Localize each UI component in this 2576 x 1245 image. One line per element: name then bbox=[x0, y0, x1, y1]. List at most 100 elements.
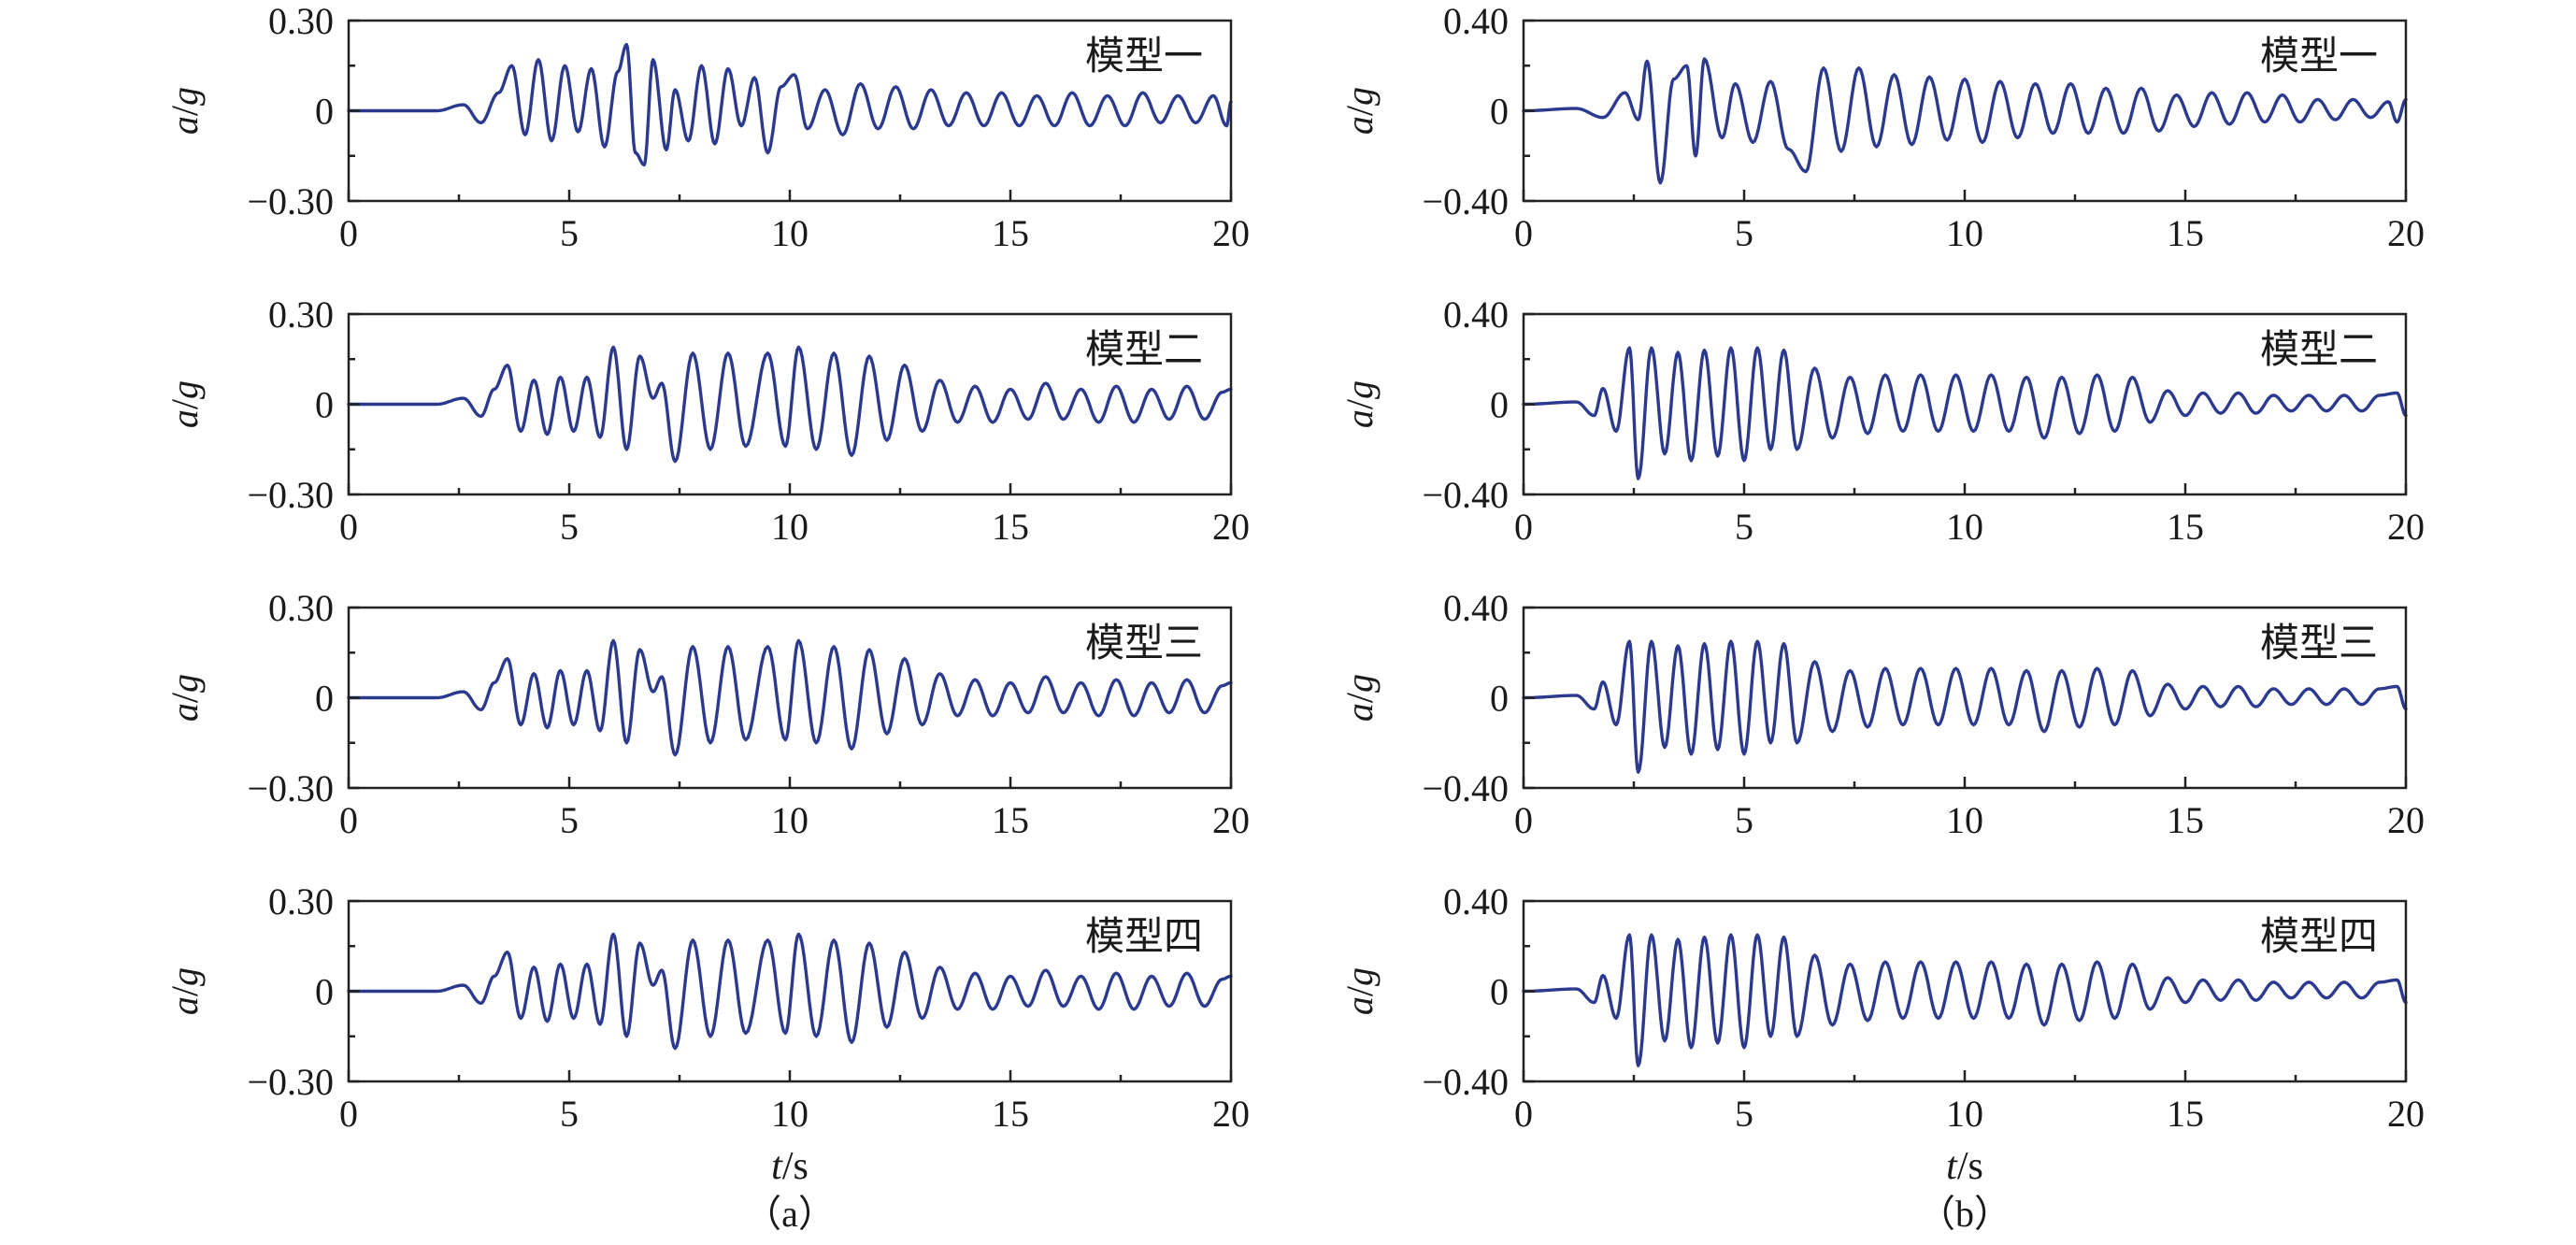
x-tick-label: 5 bbox=[560, 212, 579, 254]
x-tick-label: 0 bbox=[339, 1093, 358, 1135]
y-axis-label-a: a bbox=[164, 116, 206, 135]
x-tick-label: 0 bbox=[339, 212, 358, 254]
x-tick-label: 15 bbox=[992, 799, 1029, 841]
y-axis-label: a/g bbox=[1338, 87, 1381, 135]
model-label: 模型一 bbox=[2260, 33, 2378, 79]
panel-label-b: （b） bbox=[1918, 1193, 2011, 1235]
x-tick-label: 15 bbox=[992, 212, 1029, 254]
x-tick-label: 20 bbox=[2387, 799, 2425, 841]
acceleration-series-line bbox=[347, 932, 1233, 1051]
y-tick-label: −0.30 bbox=[247, 1061, 334, 1103]
x-tick-label: 5 bbox=[560, 1093, 579, 1135]
x-tick-label: 15 bbox=[2167, 506, 2204, 548]
x-tick-label: 15 bbox=[2167, 1093, 2204, 1135]
model-label: 模型四 bbox=[2260, 913, 2378, 959]
x-tick-label: 0 bbox=[339, 799, 358, 841]
x-tick-label: 10 bbox=[1946, 1093, 1983, 1135]
y-tick-label: 0.40 bbox=[1443, 880, 1509, 923]
y-axis-label-a: a bbox=[1338, 996, 1381, 1015]
x-tick-label: 15 bbox=[992, 1093, 1029, 1135]
y-tick-label: 0 bbox=[315, 678, 334, 720]
y-tick-label: 0.30 bbox=[268, 0, 334, 42]
x-tick-label: 20 bbox=[1212, 799, 1250, 841]
y-axis-label-a: a bbox=[1338, 703, 1381, 722]
x-tick-label: 10 bbox=[771, 506, 809, 548]
acceleration-series-line bbox=[347, 638, 1233, 757]
y-tick-label: 0 bbox=[1490, 678, 1509, 720]
y-tick-label: −0.30 bbox=[247, 767, 334, 809]
y-axis-label-slash: / bbox=[1338, 985, 1381, 996]
y-axis-label-slash: / bbox=[164, 105, 206, 116]
x-tick-label: 5 bbox=[1735, 212, 1753, 254]
x-tick-label: 10 bbox=[1946, 799, 1983, 841]
x-tick-label: 20 bbox=[2387, 506, 2425, 548]
model-label: 模型三 bbox=[1085, 620, 1203, 665]
y-tick-label: 0 bbox=[1490, 91, 1509, 133]
model-label: 模型一 bbox=[1085, 33, 1203, 79]
y-tick-label: −0.40 bbox=[1422, 474, 1509, 516]
x-tick-label: 15 bbox=[2167, 799, 2204, 841]
y-tick-label: 0.40 bbox=[1443, 293, 1509, 336]
y-axis-label-a: a bbox=[164, 409, 206, 428]
model-label: 模型二 bbox=[2260, 326, 2378, 372]
y-tick-label: 0.30 bbox=[268, 293, 334, 336]
y-tick-label: 0 bbox=[315, 971, 334, 1013]
x-tick-label: 10 bbox=[771, 212, 809, 254]
y-axis-label-slash: / bbox=[164, 985, 206, 996]
x-tick-label: 10 bbox=[1946, 212, 1983, 254]
y-axis-label-slash: / bbox=[1338, 105, 1381, 116]
x-tick-label: 5 bbox=[560, 506, 579, 548]
y-tick-label: 0.30 bbox=[268, 587, 334, 629]
y-tick-label: 0 bbox=[315, 384, 334, 426]
x-tick-label: 5 bbox=[1735, 1093, 1753, 1135]
acceleration-series-line bbox=[1522, 639, 2408, 774]
x-axis-label-t: t bbox=[1946, 1145, 1958, 1188]
panel-label-a: （a） bbox=[744, 1193, 836, 1235]
y-axis-label: a/g bbox=[1338, 674, 1381, 722]
x-tick-label: 0 bbox=[1514, 212, 1533, 254]
y-tick-label: 0 bbox=[1490, 384, 1509, 426]
y-tick-label: −0.40 bbox=[1422, 767, 1509, 809]
x-tick-label: 0 bbox=[1514, 1093, 1533, 1135]
model-label: 模型三 bbox=[2260, 620, 2378, 665]
x-tick-label: 20 bbox=[1212, 1093, 1250, 1135]
acceleration-series-line bbox=[1522, 57, 2408, 185]
y-axis-label-slash: / bbox=[164, 398, 206, 409]
y-axis-label-g: g bbox=[164, 967, 206, 986]
y-axis-label-g: g bbox=[1338, 380, 1381, 399]
y-axis-label-a: a bbox=[1338, 409, 1381, 428]
x-tick-label: 10 bbox=[1946, 506, 1983, 548]
y-tick-label: 0 bbox=[1490, 971, 1509, 1013]
y-axis-label: a/g bbox=[164, 380, 206, 428]
y-axis-label: a/g bbox=[164, 87, 206, 135]
y-tick-label: −0.40 bbox=[1422, 180, 1509, 222]
x-axis-label-unit: /s bbox=[782, 1145, 809, 1188]
x-axis-label-unit: /s bbox=[1957, 1145, 1983, 1188]
x-tick-label: 20 bbox=[1212, 212, 1250, 254]
x-tick-label: 15 bbox=[992, 506, 1029, 548]
x-tick-label: 5 bbox=[560, 799, 579, 841]
y-axis-label-a: a bbox=[1338, 116, 1381, 135]
acceleration-series-line bbox=[347, 43, 1233, 167]
y-tick-label: 0.40 bbox=[1443, 587, 1509, 629]
x-tick-label: 20 bbox=[1212, 506, 1250, 548]
y-axis-label-g: g bbox=[164, 380, 206, 399]
x-axis-label: t/s bbox=[1946, 1145, 1983, 1188]
x-tick-label: 15 bbox=[2167, 212, 2204, 254]
x-tick-label: 5 bbox=[1735, 799, 1753, 841]
y-tick-label: −0.40 bbox=[1422, 1061, 1509, 1103]
y-axis-label-g: g bbox=[164, 674, 206, 693]
y-axis-label-slash: / bbox=[1338, 398, 1381, 409]
y-axis-label-g: g bbox=[1338, 967, 1381, 986]
x-axis-label: t/s bbox=[771, 1145, 809, 1188]
y-axis-label: a/g bbox=[1338, 380, 1381, 428]
y-axis-label-a: a bbox=[164, 703, 206, 722]
y-axis-label: a/g bbox=[164, 967, 206, 1015]
y-axis-label-a: a bbox=[164, 996, 206, 1015]
